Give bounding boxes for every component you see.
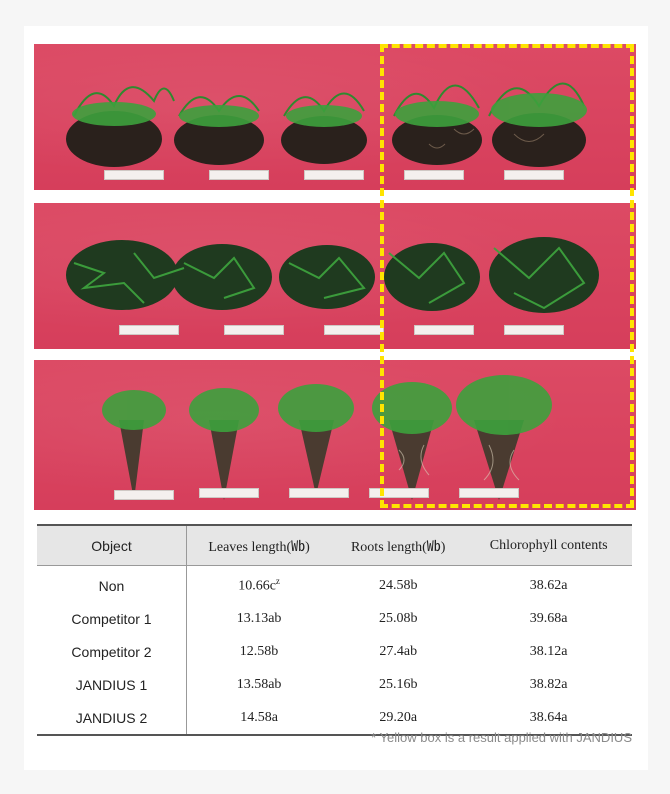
row-chlorophyll: 38.64a: [465, 701, 632, 736]
table-header-row: Object Leaves length(㏝) Roots length(㏝) …: [37, 524, 632, 566]
row-chlorophyll: 38.62a: [529, 577, 568, 593]
photo-roots-view: [34, 360, 636, 510]
row-chlorophyll: 38.82a: [529, 676, 568, 692]
row-roots: 25.08b: [378, 610, 418, 626]
header-roots-length: Roots length(㏝): [331, 524, 466, 566]
row-object: Competitor 2: [37, 635, 187, 668]
row-leaves-sup: z: [275, 576, 280, 587]
row-object: Competitor 1: [37, 602, 187, 635]
results-table: Object Leaves length(㏝) Roots length(㏝) …: [37, 524, 632, 736]
row-chlorophyll: 38.12a: [529, 643, 568, 659]
row-object: Non: [37, 565, 187, 602]
row-leaves: 13.13ab: [236, 610, 282, 626]
row-object: JANDIUS 2: [37, 701, 187, 736]
jandius-highlight-box: [380, 44, 634, 508]
row-leaves: 14.58a: [186, 701, 332, 736]
header-leaves-length: Leaves length(㏝): [186, 524, 332, 566]
row-roots: 29.20a: [331, 701, 466, 736]
table-row: JANDIUS 1 13.58ab 25.16b 38.82a: [37, 668, 632, 701]
row-leaves: 13.58ab: [236, 676, 282, 692]
header-chlorophyll: Chlorophyll contents: [465, 524, 632, 566]
footnote: * Yellow box is a result applied with JA…: [371, 730, 632, 745]
row-leaves: 12.58b: [239, 643, 279, 659]
table-row: Non 10.66cz 24.58b 38.62a: [37, 565, 632, 602]
photo-top-view: [34, 203, 636, 349]
table-row: JANDIUS 2 14.58a 29.20a 38.64a: [37, 701, 632, 736]
row-leaves: 10.66cz: [238, 576, 280, 594]
turf-plugs-side: [66, 82, 587, 167]
table-row: Competitor 1 13.13ab 25.08b 39.68a: [37, 602, 632, 635]
row-object: JANDIUS 1: [37, 668, 187, 701]
row-roots: 24.58b: [378, 577, 418, 593]
row-chlorophyll: 39.68a: [529, 610, 568, 626]
turf-roots: [102, 375, 552, 500]
header-object: Object: [37, 524, 187, 566]
photo-side-view: [34, 44, 636, 190]
row-roots: 25.16b: [378, 676, 418, 692]
table-row: Competitor 2 12.58b 27.4ab 38.12a: [37, 635, 632, 668]
turf-plugs-top: [66, 237, 599, 313]
row-roots: 27.4ab: [379, 643, 418, 659]
